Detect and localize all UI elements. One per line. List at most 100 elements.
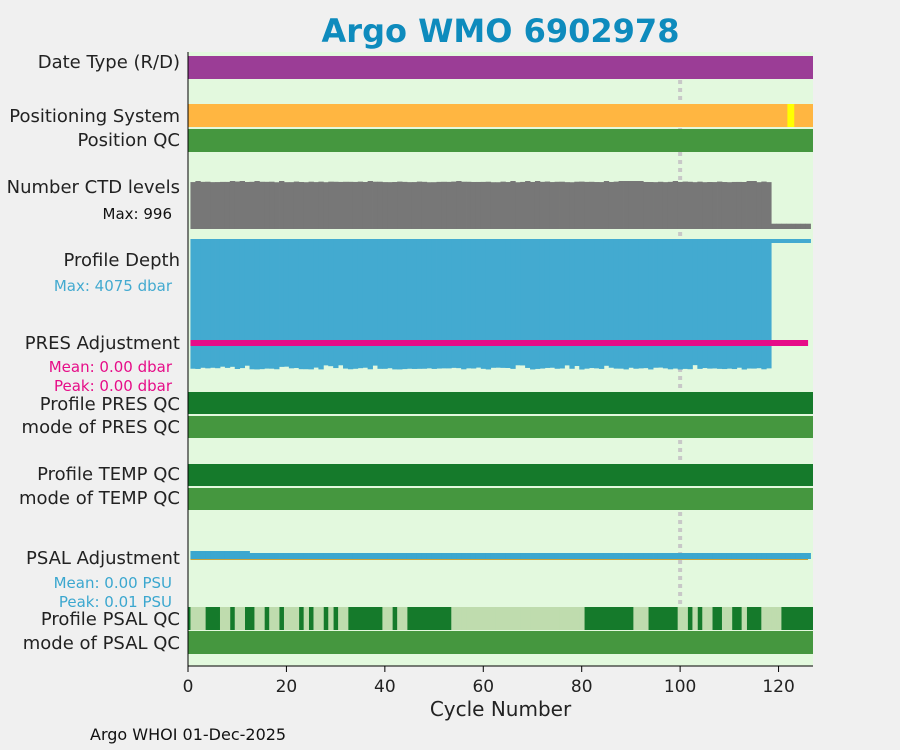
psal-adjustment-bar bbox=[235, 551, 240, 559]
profile-depth-bar bbox=[245, 239, 250, 366]
label-position-qc: Position QC bbox=[77, 130, 180, 152]
ctd-levels-bar bbox=[530, 182, 535, 229]
ctd-levels-bar bbox=[456, 181, 461, 229]
psal-adjustment-bar bbox=[343, 553, 348, 559]
ctd-levels-bar bbox=[771, 224, 776, 229]
psal-adjustment-bar bbox=[530, 553, 535, 559]
profile-depth-bar bbox=[638, 239, 643, 368]
psal-adjustment-bar bbox=[200, 551, 205, 559]
psal-adjustment-bar bbox=[407, 553, 412, 559]
psal-qc-light-cell bbox=[235, 607, 240, 630]
ctd-levels-bar bbox=[564, 182, 569, 229]
psal-adjustment-bar bbox=[520, 553, 525, 559]
label-positioning-system: Positioning System bbox=[9, 106, 180, 128]
psal-adjustment-bar bbox=[486, 553, 491, 559]
psal-qc-light-cell bbox=[294, 607, 299, 630]
ctd-levels-bar bbox=[279, 181, 284, 229]
profile-depth-bar bbox=[358, 239, 363, 368]
ctd-levels-bar bbox=[614, 182, 619, 229]
psal-qc-light-cell bbox=[491, 607, 496, 630]
psal-qc-light-cell bbox=[269, 607, 274, 630]
psal-adjustment-bar bbox=[697, 553, 702, 559]
psal-adjustment-bar bbox=[309, 553, 314, 559]
psal-adjustment-bar bbox=[461, 553, 466, 559]
psal-adjustment-bar bbox=[279, 553, 284, 559]
profile-depth-bar bbox=[683, 239, 688, 369]
psal-adjustment-bar bbox=[358, 553, 363, 559]
ctd-levels-bar bbox=[589, 182, 594, 229]
profile-depth-bar bbox=[195, 239, 200, 369]
label-mode-pres-qc: mode of PRES QC bbox=[22, 417, 180, 439]
psal-adjustment-bar bbox=[368, 553, 373, 559]
psal-qc-light-cell bbox=[328, 607, 333, 630]
profile-depth-bar bbox=[407, 239, 412, 369]
profile-depth-bar bbox=[584, 239, 589, 369]
ctd-levels-bar bbox=[250, 182, 255, 229]
psal-adjustment-bar bbox=[771, 553, 776, 559]
psal-qc-light-cell bbox=[520, 607, 525, 630]
psal-adjustment-bar bbox=[264, 553, 269, 559]
psal-qc-light-cell bbox=[466, 607, 471, 630]
profile-depth-bar bbox=[437, 239, 442, 369]
profile-depth-bar bbox=[614, 239, 619, 369]
x-tick-label: 120 bbox=[762, 677, 794, 697]
psal-qc-light-cell bbox=[550, 607, 555, 630]
profile-depth-bar bbox=[791, 239, 796, 243]
ctd-levels-bar bbox=[304, 182, 309, 229]
psal-qc-light-cell bbox=[461, 607, 466, 630]
ctd-levels-bar bbox=[437, 182, 442, 229]
profile-depth-bar bbox=[747, 239, 752, 369]
psal-adjustment-bar bbox=[446, 553, 451, 559]
ctd-levels-bar bbox=[432, 182, 437, 229]
profile-depth-bar bbox=[225, 239, 230, 368]
psal-adjustment-bar bbox=[230, 551, 235, 559]
psal-adjustment-bar bbox=[668, 553, 673, 559]
psal-adjustment-bar bbox=[786, 553, 791, 559]
psal-qc-light-cell bbox=[402, 607, 407, 630]
ctd-levels-bar bbox=[732, 182, 737, 229]
ctd-levels-bar bbox=[707, 182, 712, 229]
ctd-levels-bar bbox=[550, 182, 555, 229]
ctd-levels-bar bbox=[407, 182, 412, 229]
profile-depth-bar bbox=[476, 239, 481, 368]
ctd-levels-bar bbox=[633, 181, 638, 229]
profile-depth-bar bbox=[624, 239, 629, 369]
psal-qc-light-cell bbox=[633, 607, 638, 630]
ctd-levels-bar bbox=[717, 182, 722, 229]
psal-qc-light-cell bbox=[382, 607, 387, 630]
profile-depth-bar bbox=[456, 239, 461, 368]
ctd-levels-bar bbox=[727, 182, 732, 229]
profile-depth-bar bbox=[338, 239, 343, 365]
psal-adjustment-bar bbox=[496, 553, 501, 559]
psal-adjustment-bar bbox=[456, 553, 461, 559]
psal-adjustment-bar bbox=[348, 553, 353, 559]
profile-depth-bar bbox=[648, 239, 653, 369]
profile-depth-bar bbox=[688, 239, 693, 369]
ctd-levels-bar bbox=[510, 181, 515, 229]
ctd-levels-bar bbox=[353, 182, 358, 229]
psal-adjustment-bar bbox=[628, 553, 633, 559]
profile-depth-bar bbox=[653, 239, 658, 368]
ctd-levels-bar bbox=[761, 182, 766, 229]
profile-depth-bar bbox=[776, 239, 781, 243]
profile-depth-bar bbox=[299, 239, 304, 369]
psal-qc-light-cell bbox=[397, 607, 402, 630]
label-ctd-max: Max: 996 bbox=[103, 205, 172, 224]
ctd-levels-bar bbox=[520, 182, 525, 229]
ctd-levels-bar bbox=[190, 182, 195, 229]
ctd-levels-bar bbox=[594, 182, 599, 229]
psal-qc-light-cell bbox=[343, 607, 348, 630]
ctd-levels-bar bbox=[702, 182, 707, 229]
profile-depth-bar bbox=[727, 239, 732, 369]
ctd-levels-bar bbox=[294, 182, 299, 229]
profile-depth-bar bbox=[264, 239, 269, 369]
ctd-levels-bar bbox=[220, 182, 225, 229]
x-tick-label: 100 bbox=[664, 677, 696, 697]
psal-adjustment-bar bbox=[781, 553, 786, 559]
ctd-levels-bar bbox=[742, 182, 747, 229]
profile-depth-bar bbox=[368, 239, 373, 369]
psal-qc-light-cell bbox=[190, 607, 195, 630]
pres-adjustment-line bbox=[190, 340, 808, 346]
profile-depth-bar bbox=[633, 239, 638, 369]
profile-depth-bar bbox=[259, 239, 264, 369]
